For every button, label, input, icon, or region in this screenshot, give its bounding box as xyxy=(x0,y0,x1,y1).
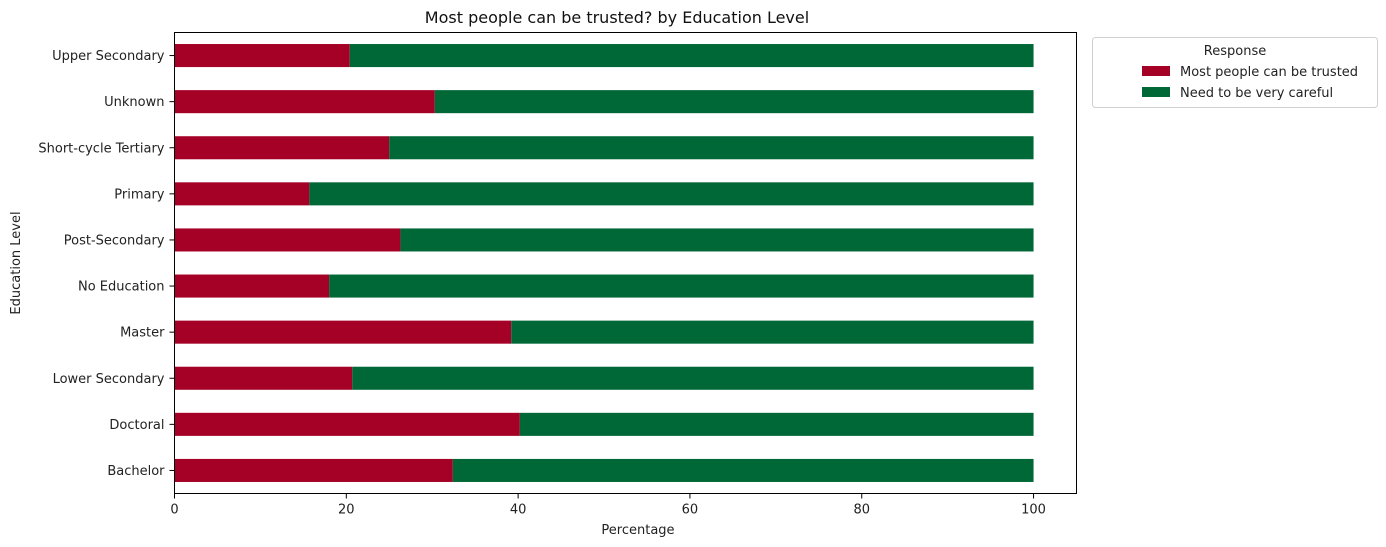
x-tick-label-0: 0 xyxy=(170,503,178,518)
y-axis-title: Education Level xyxy=(9,211,24,314)
bar-bachelor-most-people-can-be-trusted xyxy=(174,458,453,482)
y-tick-label-lower-secondary: Lower Secondary xyxy=(53,372,165,387)
y-axis: Bachelor Doctoral Lower Secondary Master No … xyxy=(38,49,175,479)
y-tick-label-bachelor: Bachelor xyxy=(107,464,165,479)
bar-bachelor-need-to-be-very-careful xyxy=(452,458,1034,482)
y-tick-label-primary: Primary xyxy=(114,187,165,202)
y-tick-label-upper-secondary: Upper Secondary xyxy=(52,49,165,64)
y-tick-label-doctoral: Doctoral xyxy=(109,418,164,433)
bar-primary-need-to-be-very-careful xyxy=(309,182,1034,206)
y-tick-label-master: Master xyxy=(120,326,165,341)
bar-lower-secondary-need-to-be-very-careful xyxy=(352,366,1034,390)
legend-title: Response xyxy=(1204,44,1266,59)
x-tick-label-80: 80 xyxy=(853,503,870,518)
bar-upper-secondary-most-people-can-be-trusted xyxy=(174,44,350,68)
bar-no-education-most-people-can-be-trusted xyxy=(174,274,330,298)
bar-short-cycle-tertiary-most-people-can-be-trusted xyxy=(174,136,390,160)
y-tick-label-no-education: No Education xyxy=(78,280,165,295)
bar-doctoral-need-to-be-very-careful xyxy=(519,412,1034,436)
bar-lower-secondary-most-people-can-be-trusted xyxy=(174,366,353,390)
bar-short-cycle-tertiary-need-to-be-very-careful xyxy=(389,136,1034,160)
bar-unknown-need-to-be-very-careful xyxy=(434,90,1034,114)
bar-post-secondary-most-people-can-be-trusted xyxy=(174,228,401,252)
y-tick-label-short-cycle-tertiary: Short-cycle Tertiary xyxy=(38,141,164,156)
legend-swatch-need-to-be-very-careful xyxy=(1142,87,1170,97)
x-tick-label-60: 60 xyxy=(682,503,699,518)
legend-label-most-people-can-be-trusted: Most people can be trusted xyxy=(1180,65,1358,80)
legend: Response Most people can be trusted Need … xyxy=(1092,37,1378,108)
x-axis: 0 20 40 60 80 100 xyxy=(170,493,1046,518)
x-tick-label-100: 100 xyxy=(1021,503,1046,518)
bar-doctoral-most-people-can-be-trusted xyxy=(174,412,520,436)
bar-master-need-to-be-very-careful xyxy=(511,320,1034,344)
plot-frame xyxy=(174,32,1077,494)
bar-master-most-people-can-be-trusted xyxy=(174,320,512,344)
bar-upper-secondary-need-to-be-very-careful xyxy=(349,44,1034,68)
chart-title: Most people can be trusted? by Education… xyxy=(425,8,809,27)
bar-unknown-most-people-can-be-trusted xyxy=(174,90,435,114)
bars-group xyxy=(174,44,1034,482)
y-tick-label-post-secondary: Post-Secondary xyxy=(64,233,165,248)
x-tick-label-40: 40 xyxy=(510,503,527,518)
bar-primary-most-people-can-be-trusted xyxy=(174,182,310,206)
x-tick-label-20: 20 xyxy=(338,503,355,518)
bar-post-secondary-need-to-be-very-careful xyxy=(400,228,1034,252)
y-tick-label-unknown: Unknown xyxy=(104,95,164,110)
legend-label-need-to-be-very-careful: Need to be very careful xyxy=(1180,86,1333,101)
legend-swatch-most-people-can-be-trusted xyxy=(1142,66,1170,76)
x-axis-title: Percentage xyxy=(601,523,674,538)
bar-no-education-need-to-be-very-careful xyxy=(329,274,1034,298)
